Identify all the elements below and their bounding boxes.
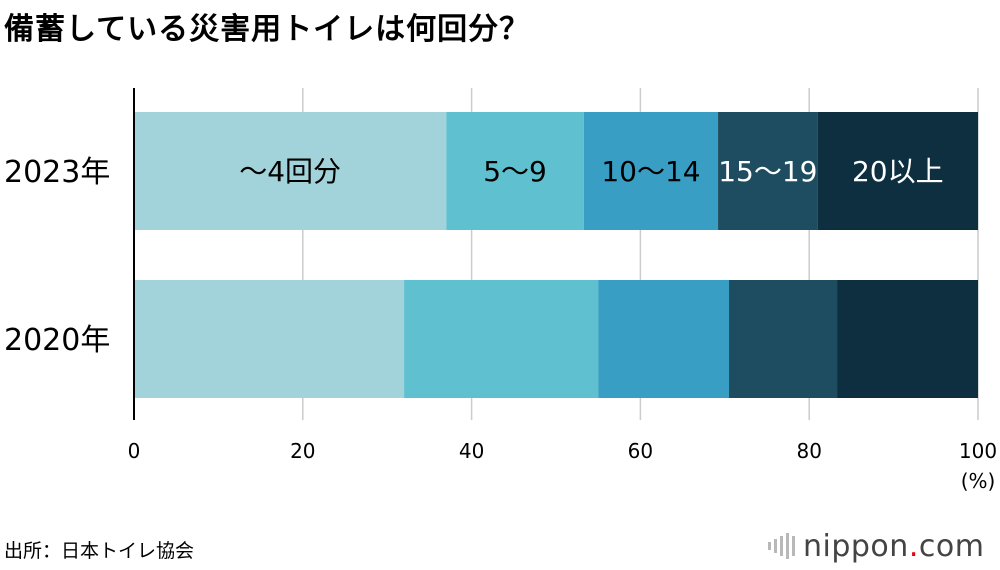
logo-dot: .	[908, 528, 919, 564]
bar-segment	[817, 112, 978, 230]
stacked-bar-chart: ～4回分 5～9 10～14 15～19 20以上 0 20 40 60 80 100 (%) 202…	[4, 88, 997, 493]
bar-segment	[134, 112, 447, 230]
axes: 0 20 40 60 80 100 (%) 2023年 2020年	[4, 88, 997, 493]
segment-label: 20以上	[852, 155, 944, 188]
bar-segment	[718, 112, 818, 230]
x-tick-label: 80	[796, 439, 821, 463]
bar-segment	[404, 280, 599, 398]
logo-bars-icon	[768, 533, 795, 559]
segment-label: 10～14	[601, 155, 700, 188]
segment-label: 15～19	[718, 155, 817, 188]
bars	[134, 112, 978, 398]
x-unit-label: (%)	[961, 469, 996, 493]
category-label: 2020年	[4, 323, 110, 358]
logo-name: nippon	[803, 528, 909, 564]
bar-segment	[598, 280, 730, 398]
bar-segment	[583, 112, 719, 230]
bar-segment	[134, 280, 405, 398]
logo-text: nippon.com	[803, 529, 984, 564]
x-tick-label: 0	[128, 439, 141, 463]
logo-tld: com	[918, 528, 985, 564]
segment-label: ～4回分	[239, 155, 341, 188]
nippon-logo[interactable]: nippon.com	[768, 528, 984, 564]
x-tick-label: 20	[290, 439, 315, 463]
x-tick-label: 40	[459, 439, 484, 463]
segment-labels: ～4回分 5～9 10～14 15～19 20以上	[239, 155, 943, 188]
bar-segment	[446, 112, 584, 230]
segment-label: 5～9	[483, 155, 547, 188]
bar-segment	[729, 280, 838, 398]
x-tick-label: 60	[628, 439, 653, 463]
category-label: 2023年	[4, 155, 110, 190]
source-note: 出所：日本トイレ協会	[4, 540, 195, 562]
bar-segment	[837, 280, 978, 398]
chart-title: 備蓄している災害用トイレは何回分？	[4, 12, 531, 47]
x-tick-label: 100	[959, 439, 997, 463]
